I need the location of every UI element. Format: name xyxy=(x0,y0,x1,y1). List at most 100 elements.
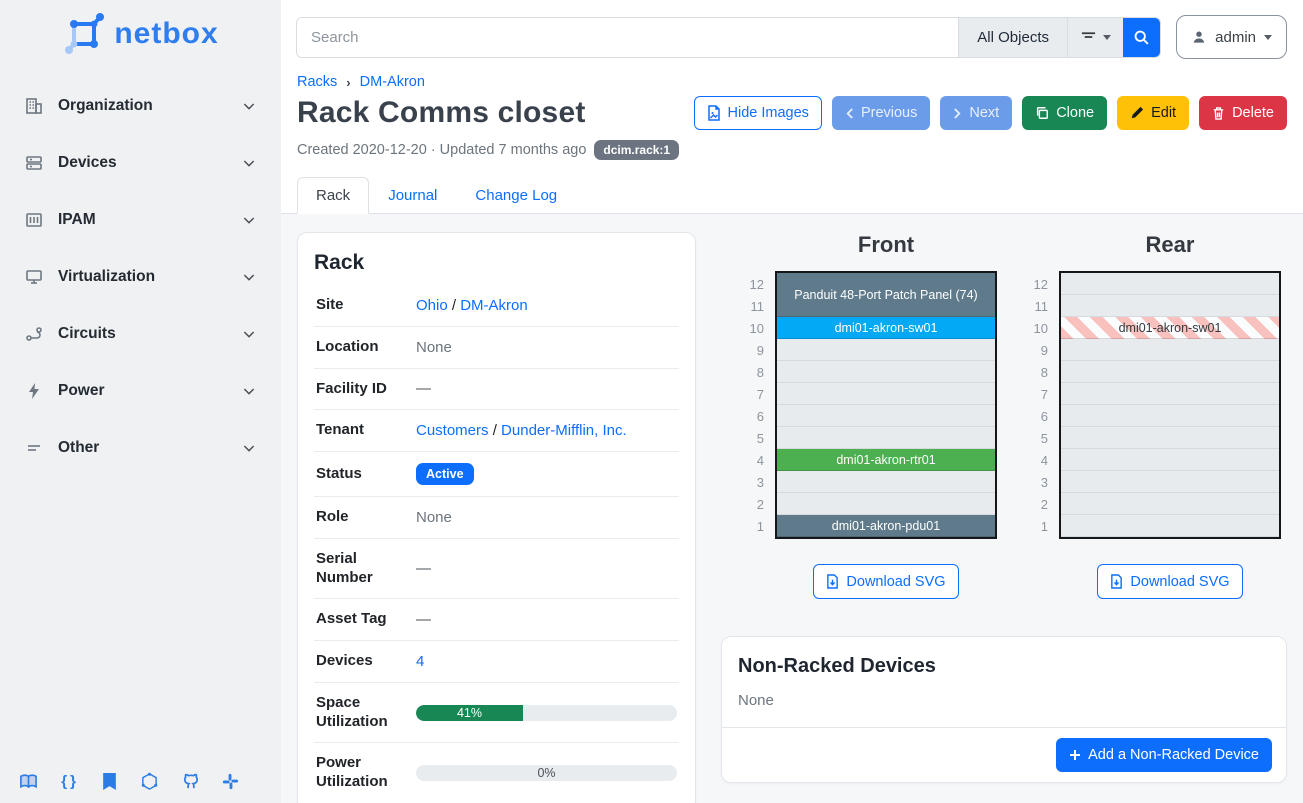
rear-rack-diagram: dmi01-akron-sw01 xyxy=(1059,271,1281,539)
serial-number-value: — xyxy=(416,560,431,577)
search-scope-label: All Objects xyxy=(977,28,1049,46)
rack-unit-slot[interactable] xyxy=(777,361,995,383)
rack-unit-slot[interactable] xyxy=(1061,339,1279,361)
space-utilization-bar: 41% xyxy=(416,704,677,721)
rack-device[interactable]: dmi01-akron-pdu01 xyxy=(777,515,995,537)
devices-count-link[interactable]: 4 xyxy=(416,652,425,670)
rack-unit-slot[interactable] xyxy=(1061,471,1279,493)
tab-change-log[interactable]: Change Log xyxy=(475,187,558,204)
delete-button[interactable]: Delete xyxy=(1199,96,1287,130)
site-link[interactable]: Ohio xyxy=(416,296,448,314)
download-svg-label: Download SVG xyxy=(846,573,946,590)
rack-unit-slot[interactable] xyxy=(1061,273,1279,295)
tenant-group-link[interactable]: Customers xyxy=(416,422,489,440)
github-icon[interactable] xyxy=(180,771,200,791)
sidebar-item-devices[interactable]: Devices xyxy=(12,141,269,185)
chevron-down-icon xyxy=(241,212,257,228)
hide-images-button[interactable]: Hide Images xyxy=(693,96,822,130)
download-svg-label: Download SVG xyxy=(1130,573,1230,590)
search-scope-button[interactable]: All Objects xyxy=(958,17,1067,57)
sidebar-nav: Organization Devices xyxy=(0,84,281,470)
non-racked-devices-body: None xyxy=(738,692,774,709)
search-filter-button[interactable] xyxy=(1067,17,1123,57)
rack-unit-slot[interactable] xyxy=(777,339,995,361)
sidebar-item-organization[interactable]: Organization xyxy=(12,84,269,128)
rest-api-braces-icon[interactable]: { } xyxy=(61,772,76,790)
pencil-icon xyxy=(1131,106,1144,119)
download-svg-front-button[interactable]: Download SVG xyxy=(813,564,959,599)
user-menu-button[interactable]: admin xyxy=(1176,15,1287,59)
tab-journal[interactable]: Journal xyxy=(388,187,438,204)
meta-row: Created 2020-12-20 · Updated 7 months ag… xyxy=(281,130,1303,160)
netbox-logo[interactable]: netbox xyxy=(0,0,281,60)
plus-icon xyxy=(1070,750,1081,760)
breadcrumb: Racks › DM-Akron xyxy=(281,72,1303,90)
rack-unit-slot[interactable] xyxy=(777,405,995,427)
sidebar-item-ipam[interactable]: IPAM xyxy=(12,198,269,242)
attr-label: Status xyxy=(316,464,362,482)
attr-label: Power Utilization xyxy=(316,754,388,790)
download-svg-rear-button[interactable]: Download SVG xyxy=(1097,564,1243,599)
previous-button[interactable]: Previous xyxy=(831,96,931,130)
rack-device[interactable]: Panduit 48-Port Patch Panel (74) xyxy=(777,273,995,317)
unit-number-label: 3 xyxy=(1040,474,1048,490)
rack-unit-slot[interactable] xyxy=(777,427,995,449)
object-id-badge: dcim.rack:1 xyxy=(594,140,680,160)
breadcrumb-racks[interactable]: Racks xyxy=(297,74,338,90)
site-group-link[interactable]: DM-Akron xyxy=(460,296,528,314)
rack-unit-slot[interactable] xyxy=(777,383,995,405)
graphql-icon[interactable] xyxy=(140,771,160,791)
attr-label: Role xyxy=(316,508,349,525)
attr-row-location: Location None xyxy=(314,327,679,369)
unit-number-label: 2 xyxy=(1040,496,1048,512)
front-title: Front xyxy=(857,232,915,257)
separator: / xyxy=(492,422,497,440)
attr-row-space-utilization: Space Utilization 41% xyxy=(314,683,679,744)
rack-unit-slot[interactable] xyxy=(1061,405,1279,427)
search-submit-button[interactable] xyxy=(1123,17,1160,57)
tenant-link[interactable]: Dunder-Mifflin, Inc. xyxy=(501,422,627,440)
rack-unit-slot[interactable] xyxy=(1061,427,1279,449)
attr-row-asset-tag: Asset Tag — xyxy=(314,599,679,641)
attr-row-devices: Devices 4 xyxy=(314,641,679,683)
attr-label: Serial Number xyxy=(316,549,373,586)
main-area: All Objects xyxy=(281,0,1303,803)
breadcrumb-dm-akron[interactable]: DM-Akron xyxy=(359,74,425,90)
caret-down-icon xyxy=(1264,34,1272,40)
sidebar-item-circuits[interactable]: Circuits xyxy=(12,312,269,356)
power-utilization-bar: 0% xyxy=(416,765,677,781)
filter-icon xyxy=(1080,30,1097,44)
add-non-racked-device-button[interactable]: Add a Non-Racked Device xyxy=(1056,738,1272,772)
top-bar: All Objects xyxy=(281,0,1303,72)
sidebar-item-other[interactable]: Other xyxy=(12,426,269,470)
search-input[interactable] xyxy=(297,17,959,57)
rack-unit-slot[interactable] xyxy=(1061,449,1279,471)
unit-number-label: 9 xyxy=(1040,342,1048,358)
clone-button[interactable]: Clone xyxy=(1022,96,1108,130)
unit-number-label: 11 xyxy=(1034,298,1049,314)
next-button[interactable]: Next xyxy=(940,96,1013,130)
api-docs-book-icon[interactable] xyxy=(99,771,119,791)
created-updated-text: Created 2020-12-20 · Updated 7 months ag… xyxy=(297,142,587,158)
edit-button[interactable]: Edit xyxy=(1117,96,1190,130)
rack-unit-slot[interactable] xyxy=(1061,295,1279,317)
docs-book-icon[interactable] xyxy=(18,771,38,791)
sidebar-item-power[interactable]: Power xyxy=(12,369,269,413)
rack-unit-slot[interactable] xyxy=(1061,361,1279,383)
tab-rack[interactable]: Rack xyxy=(297,177,370,214)
rack-unit-slot[interactable] xyxy=(777,471,995,493)
front-rack-diagram: Panduit 48-Port Patch Panel (74) dmi01-ak… xyxy=(775,271,997,539)
rack-unit-slot[interactable] xyxy=(777,493,995,515)
rack-unit-slot[interactable] xyxy=(1061,493,1279,515)
rack-unit-slot[interactable] xyxy=(1061,383,1279,405)
chevron-down-icon xyxy=(241,98,257,114)
rack-unit-slot[interactable] xyxy=(1061,515,1279,537)
front-unit-labels: 12 11 10 9 8 7 6 5 4 3 2 1 xyxy=(735,271,775,539)
community-slack-icon[interactable] xyxy=(221,771,241,791)
front-elevation: Front 12 11 10 9 8 7 6 5 4 3 2 1 Panduit 48-Port Pa… xyxy=(735,232,997,599)
rack-device[interactable]: dmi01-akron-rtr01 xyxy=(777,449,995,471)
sidebar-item-virtualization[interactable]: Virtualization xyxy=(12,255,269,299)
clone-label: Clone xyxy=(1056,105,1095,121)
rack-device[interactable]: dmi01-akron-sw01 xyxy=(1061,317,1279,339)
rack-device[interactable]: dmi01-akron-sw01 xyxy=(777,317,995,339)
